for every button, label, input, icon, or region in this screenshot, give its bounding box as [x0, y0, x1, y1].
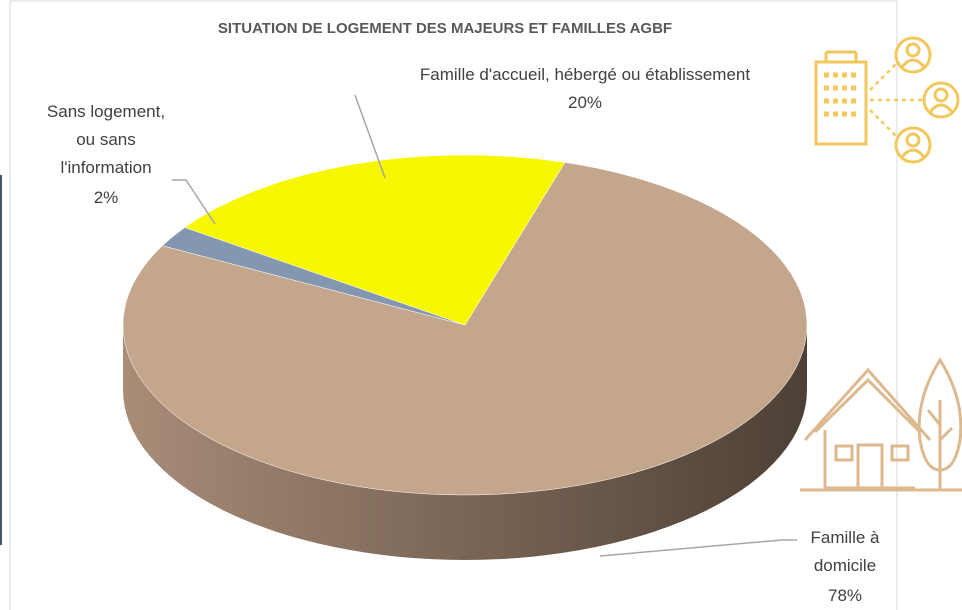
leader-lines: [172, 94, 797, 557]
pie-side: [123, 325, 807, 560]
pie-slice: [184, 154, 566, 326]
leader-line: [354, 94, 386, 179]
leader-line: [599, 539, 797, 557]
pie-slice: [122, 162, 808, 496]
chart-title: SITUATION DE LOGEMENT DES MAJEURS ET FAM…: [217, 20, 673, 37]
pie: [122, 154, 808, 560]
data-label-value: 78%: [827, 586, 863, 605]
data-label-category: Famille d'accueil, hébergé ou établissem…: [419, 65, 751, 84]
chart-border: [9, 0, 898, 610]
data-label-value: 20%: [567, 93, 603, 112]
data-label-category: Famille à domicile: [810, 528, 880, 575]
house-icon: [800, 357, 962, 492]
data-label-value: 2%: [93, 188, 119, 207]
data-label-category: Sans logement, ou sans l'information: [46, 102, 166, 177]
building-icon: [814, 36, 960, 164]
leader-line: [172, 179, 216, 225]
